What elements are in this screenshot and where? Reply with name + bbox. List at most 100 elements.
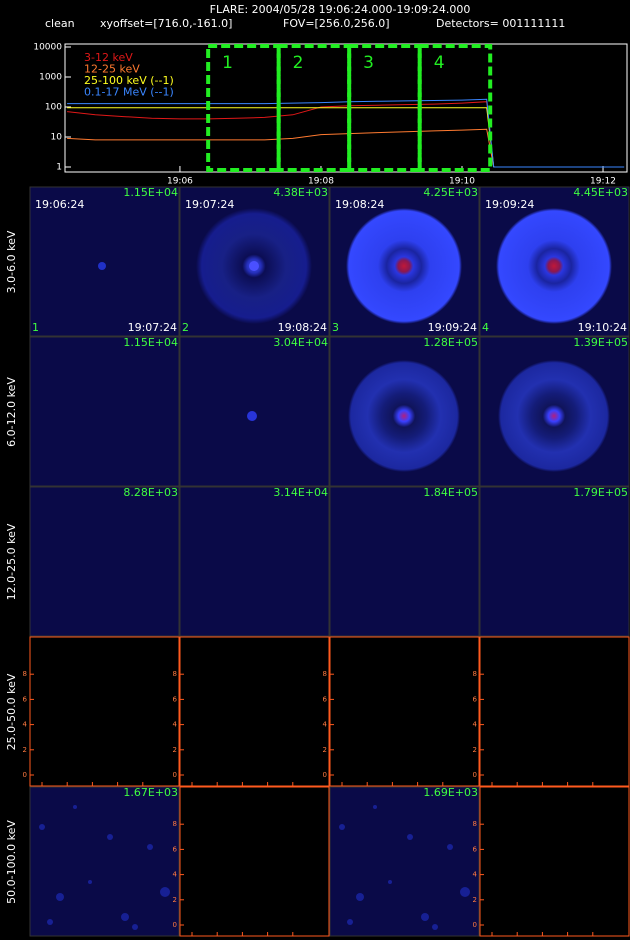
empty-plot	[29, 636, 180, 787]
legend-entry: 3-12 keV	[84, 51, 133, 64]
start-time: 19:09:24	[485, 198, 534, 211]
noise-blob	[388, 880, 392, 884]
empty-y-tick-label: 8	[23, 670, 27, 678]
empty-y-tick-label: 8	[323, 670, 327, 678]
noise-blob	[421, 913, 429, 921]
end-time: 19:10:24	[578, 321, 627, 334]
empty-y-tick-label: 4	[473, 871, 478, 879]
noise-blob	[447, 844, 453, 850]
end-time: 19:08:24	[278, 321, 327, 334]
empty-y-tick-label: 6	[473, 695, 478, 703]
image-panel	[29, 186, 180, 337]
panel-index: 1	[32, 321, 39, 334]
noise-blob	[47, 919, 53, 925]
max-value: 1.84E+05	[423, 486, 478, 499]
empty-y-tick-label: 0	[173, 921, 177, 929]
interval-label: 4	[434, 53, 445, 73]
empty-y-tick-label: 2	[173, 746, 177, 754]
max-value: 1.28E+05	[423, 336, 478, 349]
x-tick-label: 19:12	[590, 177, 616, 187]
max-value: 3.14E+04	[273, 486, 328, 499]
noise-blob	[356, 893, 364, 901]
interval-label: 3	[363, 53, 374, 73]
noise-blob	[347, 919, 353, 925]
legend-entry: 0.1-17 MeV (--1)	[84, 86, 174, 99]
empty-y-tick-label: 0	[473, 771, 477, 779]
empty-y-tick-label: 8	[173, 820, 177, 828]
noise-blob	[147, 844, 153, 850]
empty-y-tick-label: 6	[473, 845, 478, 853]
source-ring	[348, 360, 460, 472]
start-time: 19:06:24	[35, 198, 84, 211]
noise-blob	[73, 805, 77, 809]
image-panel	[29, 786, 180, 937]
max-value: 8.28E+03	[123, 486, 178, 499]
noise-blob	[460, 887, 470, 897]
empty-plot	[479, 786, 630, 937]
image-panel	[479, 486, 630, 637]
max-value: 1.39E+05	[573, 336, 628, 349]
title: FLARE: 2004/05/28 19:06:24.000-19:09:24.…	[210, 3, 471, 16]
noise-blob	[39, 824, 45, 830]
panel-index: 4	[482, 321, 489, 334]
interval-label: 2	[293, 53, 304, 73]
noise-blob	[56, 893, 64, 901]
noise-blob	[432, 924, 438, 930]
empty-plot	[179, 636, 330, 787]
series-line	[67, 128, 495, 168]
image-panel	[179, 486, 330, 637]
max-value: 4.38E+03	[273, 186, 328, 199]
empty-y-tick-label: 4	[323, 721, 328, 729]
image-panel	[329, 486, 480, 637]
image-panel	[329, 786, 480, 937]
detectors: Detectors= 001111111	[436, 17, 565, 30]
x-tick-label: 19:08	[308, 177, 334, 187]
source-core	[249, 261, 259, 271]
row-label: 12.0-25.0 keV	[5, 523, 18, 600]
y-tick-label: 10	[51, 133, 63, 143]
y-tick-label: 1	[56, 163, 62, 173]
panel-index: 3	[332, 321, 339, 334]
series-line	[67, 107, 495, 168]
empty-y-tick-label: 0	[173, 771, 177, 779]
y-tick-label: 100	[45, 103, 62, 113]
empty-y-tick-label: 8	[473, 820, 477, 828]
empty-y-tick-label: 2	[173, 896, 177, 904]
noise-blob	[107, 834, 113, 840]
noise-blob	[88, 880, 92, 884]
interval-label: 1	[222, 53, 233, 73]
empty-y-tick-label: 2	[323, 746, 327, 754]
empty-y-tick-label: 0	[473, 921, 477, 929]
method: clean	[45, 17, 75, 30]
row-label: 50.0-100.0 keV	[5, 820, 18, 904]
empty-plot	[329, 636, 480, 787]
row-label: 6.0-12.0 keV	[5, 377, 18, 447]
series-line	[67, 98, 625, 168]
empty-y-tick-label: 2	[473, 746, 477, 754]
start-time: 19:08:24	[335, 198, 384, 211]
noise-blob	[339, 824, 345, 830]
empty-y-tick-label: 2	[23, 746, 27, 754]
source-disk	[346, 208, 462, 324]
source-disk	[496, 208, 612, 324]
noise-blob	[132, 924, 138, 930]
interval-box	[417, 44, 493, 172]
max-value: 4.25E+03	[423, 186, 478, 199]
empty-y-tick-label: 4	[23, 721, 28, 729]
panel-index: 2	[182, 321, 189, 334]
max-value: 4.45E+03	[573, 186, 628, 199]
max-value: 3.04E+04	[273, 336, 328, 349]
source-ring	[498, 360, 610, 472]
empty-plot	[179, 786, 330, 937]
image-panel	[29, 486, 180, 637]
source-dot	[98, 262, 106, 270]
max-value: 1.15E+04	[123, 336, 178, 349]
max-value: 1.67E+03	[123, 786, 178, 799]
empty-plot	[479, 636, 630, 787]
xyoffset: xyoffset=[716.0,-161.0]	[100, 17, 232, 30]
empty-y-tick-label: 2	[473, 896, 477, 904]
end-time: 19:09:24	[428, 321, 477, 334]
noise-blob	[121, 913, 129, 921]
